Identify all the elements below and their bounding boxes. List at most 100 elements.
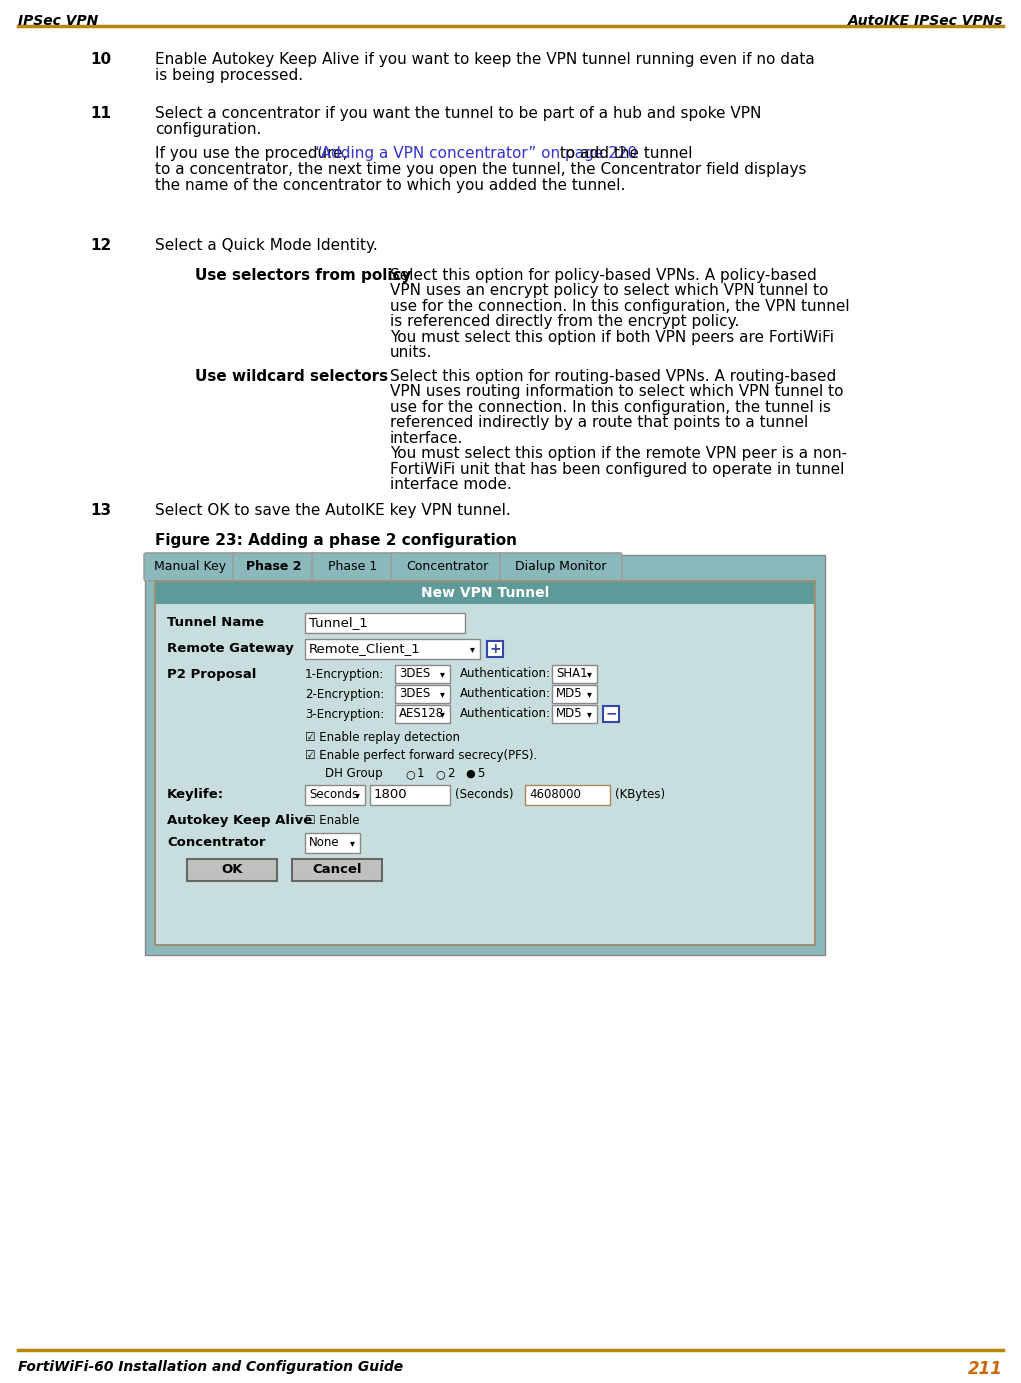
Text: Dialup Monitor: Dialup Monitor <box>516 560 606 574</box>
Text: Phase 1: Phase 1 <box>329 560 378 574</box>
FancyBboxPatch shape <box>144 553 236 581</box>
FancyBboxPatch shape <box>391 553 503 581</box>
Bar <box>370 784 450 805</box>
Text: “Adding a VPN concentrator” on page 220: “Adding a VPN concentrator” on page 220 <box>314 147 637 160</box>
Text: ▾: ▾ <box>440 709 445 719</box>
Text: Select this option for routing-based VPNs. A routing-based: Select this option for routing-based VPN… <box>390 369 836 384</box>
Text: FortiWiFi-60 Installation and Configuration Guide: FortiWiFi-60 Installation and Configurat… <box>18 1359 403 1373</box>
Text: ○: ○ <box>435 769 445 779</box>
Text: New VPN Tunnel: New VPN Tunnel <box>421 586 549 600</box>
Text: to add the tunnel: to add the tunnel <box>554 147 692 160</box>
Bar <box>292 859 382 881</box>
Text: ▾: ▾ <box>440 669 445 679</box>
Text: Remote Gateway: Remote Gateway <box>167 642 294 656</box>
Text: interface mode.: interface mode. <box>390 477 512 492</box>
Bar <box>603 705 619 722</box>
Text: configuration.: configuration. <box>155 122 261 137</box>
Text: Select this option for policy-based VPNs. A policy-based: Select this option for policy-based VPNs… <box>390 268 817 284</box>
Text: (Seconds): (Seconds) <box>455 788 514 801</box>
Text: Seconds: Seconds <box>309 788 358 801</box>
Text: FortiWiFi unit that has been configured to operate in tunnel: FortiWiFi unit that has been configured … <box>390 462 844 477</box>
Text: Remote_Client_1: Remote_Client_1 <box>309 642 421 656</box>
Text: Phase 2: Phase 2 <box>246 560 302 574</box>
Text: Cancel: Cancel <box>312 863 361 877</box>
Text: Select a Quick Mode Identity.: Select a Quick Mode Identity. <box>155 238 378 253</box>
Text: None: None <box>309 837 340 849</box>
Text: ▾: ▾ <box>355 790 360 799</box>
Text: Authentication:: Authentication: <box>460 707 551 721</box>
Text: is being processed.: is being processed. <box>155 68 303 83</box>
Text: referenced indirectly by a route that points to a tunnel: referenced indirectly by a route that po… <box>390 415 809 430</box>
Text: MD5: MD5 <box>556 707 583 721</box>
Text: AES128: AES128 <box>399 707 444 721</box>
Text: MD5: MD5 <box>556 687 583 700</box>
Text: Concentrator: Concentrator <box>167 837 265 849</box>
Text: Tunnel_1: Tunnel_1 <box>309 617 368 629</box>
Text: ☑ Enable replay detection: ☑ Enable replay detection <box>305 732 460 744</box>
FancyBboxPatch shape <box>500 553 622 581</box>
Text: ☑ Enable perfect forward secrecy(PFS).: ☑ Enable perfect forward secrecy(PFS). <box>305 750 537 762</box>
Text: 4608000: 4608000 <box>529 788 581 801</box>
Text: is referenced directly from the encrypt policy.: is referenced directly from the encrypt … <box>390 314 739 329</box>
Text: Figure 23: Adding a phase 2 configuration: Figure 23: Adding a phase 2 configuratio… <box>155 532 517 548</box>
Bar <box>305 613 465 633</box>
Text: use for the connection. In this configuration, the tunnel is: use for the connection. In this configur… <box>390 400 831 415</box>
Text: 2-Encryption:: 2-Encryption: <box>305 689 384 701</box>
Text: ●: ● <box>465 769 475 779</box>
Text: 10: 10 <box>90 53 111 66</box>
Text: ○: ○ <box>405 769 415 779</box>
Text: use for the connection. In this configuration, the VPN tunnel: use for the connection. In this configur… <box>390 299 849 314</box>
Text: Select a concentrator if you want the tunnel to be part of a hub and spoke VPN: Select a concentrator if you want the tu… <box>155 106 762 120</box>
Text: Enable Autokey Keep Alive if you want to keep the VPN tunnel running even if no : Enable Autokey Keep Alive if you want to… <box>155 53 815 66</box>
Text: Use selectors from policy: Use selectors from policy <box>195 268 411 284</box>
Text: You must select this option if both VPN peers are FortiWiFi: You must select this option if both VPN … <box>390 331 834 344</box>
Text: 1800: 1800 <box>374 788 407 801</box>
Bar <box>487 640 503 657</box>
Text: DH Group: DH Group <box>325 768 383 780</box>
Text: 1-Encryption:: 1-Encryption: <box>305 668 384 682</box>
Text: ▾: ▾ <box>470 644 475 654</box>
Text: SHA1: SHA1 <box>556 668 588 680</box>
Text: the name of the concentrator to which you added the tunnel.: the name of the concentrator to which yo… <box>155 178 626 194</box>
Text: ▾: ▾ <box>587 669 592 679</box>
Text: 3DES: 3DES <box>399 687 430 700</box>
Bar <box>305 784 364 805</box>
Bar <box>552 705 597 723</box>
Text: 5: 5 <box>477 768 484 780</box>
Text: Authentication:: Authentication: <box>460 668 551 680</box>
Text: 3DES: 3DES <box>399 668 430 680</box>
Text: 3-Encryption:: 3-Encryption: <box>305 708 384 722</box>
Text: 11: 11 <box>90 106 111 120</box>
Text: Manual Key: Manual Key <box>154 560 226 574</box>
Text: If you use the procedure,: If you use the procedure, <box>155 147 352 160</box>
Text: OK: OK <box>222 863 243 877</box>
Text: VPN uses an encrypt policy to select which VPN tunnel to: VPN uses an encrypt policy to select whi… <box>390 284 828 299</box>
Bar <box>525 784 610 805</box>
Text: 13: 13 <box>90 503 111 517</box>
Text: ▾: ▾ <box>587 689 592 698</box>
Text: ☐ Enable: ☐ Enable <box>305 815 359 827</box>
Text: VPN uses routing information to select which VPN tunnel to: VPN uses routing information to select w… <box>390 384 843 400</box>
Text: Autokey Keep Alive: Autokey Keep Alive <box>167 815 312 827</box>
Text: ▾: ▾ <box>440 689 445 698</box>
Text: IPSec VPN: IPSec VPN <box>18 14 98 28</box>
Text: interface.: interface. <box>390 431 464 445</box>
Text: 1: 1 <box>417 768 425 780</box>
Text: units.: units. <box>390 346 432 361</box>
FancyBboxPatch shape <box>312 553 394 581</box>
Text: Keylife:: Keylife: <box>167 788 225 801</box>
Bar <box>552 665 597 683</box>
Bar <box>552 685 597 703</box>
Text: Select OK to save the AutoIKE key VPN tunnel.: Select OK to save the AutoIKE key VPN tu… <box>155 503 510 517</box>
Text: Concentrator: Concentrator <box>406 560 488 574</box>
Bar <box>155 581 815 945</box>
Text: 12: 12 <box>90 238 111 253</box>
Bar <box>395 705 450 723</box>
Bar <box>305 639 480 658</box>
Text: ▾: ▾ <box>587 709 592 719</box>
Text: +: + <box>489 642 501 656</box>
Bar <box>156 582 814 604</box>
Text: 211: 211 <box>968 1359 1003 1377</box>
Bar <box>395 685 450 703</box>
Bar <box>305 833 360 853</box>
